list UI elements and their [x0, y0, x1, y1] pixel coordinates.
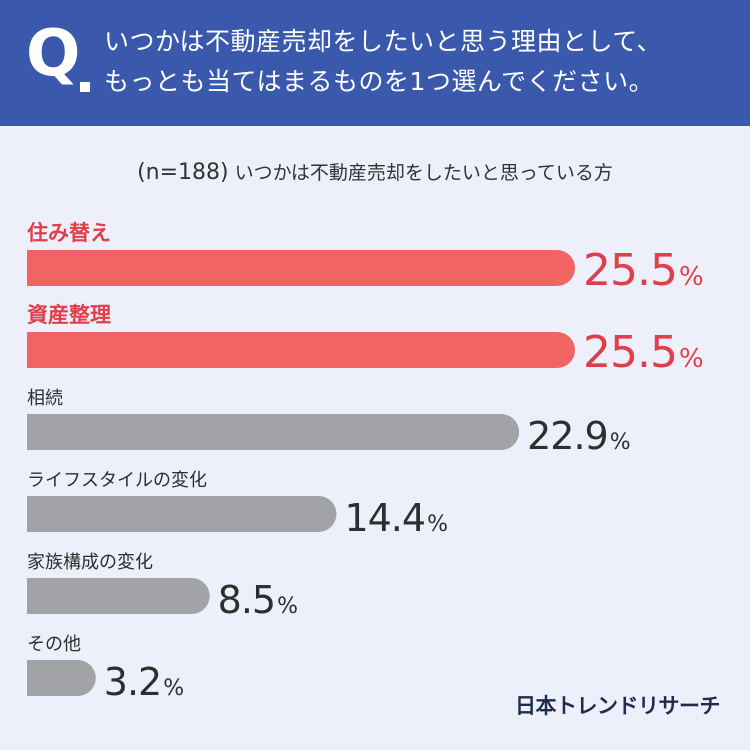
question-line-1: いつかは不動産売却をしたいと思う理由として、 [104, 27, 663, 56]
value-label: 14.4% [344, 496, 447, 540]
bar [27, 496, 337, 532]
value-label: 25.5% [583, 327, 703, 378]
value-number: 22.9 [527, 414, 608, 458]
percent-unit: % [679, 262, 703, 292]
value-label: 8.5% [218, 578, 297, 622]
question-line-2: もっとも当てはまるものを1つ選んでください。 [104, 67, 655, 96]
value-number: 25.5 [583, 245, 677, 296]
category-label: ライフスタイルの変化 [27, 470, 207, 491]
category-label: 相続 [27, 388, 63, 409]
value-number: 3.2 [104, 660, 161, 704]
value-label: 25.5% [583, 245, 703, 296]
category-label: 住み替え [27, 221, 111, 245]
bar [27, 414, 520, 450]
percent-unit: % [610, 430, 630, 455]
percent-unit: % [679, 344, 703, 374]
value-number: 25.5 [583, 327, 677, 378]
q-dot-icon [80, 82, 90, 92]
value-number: 14.4 [344, 496, 425, 540]
chart-subtitle: (n=188) いつかは不動産売却をしたいと思っている方 [0, 160, 750, 186]
value-number: 8.5 [218, 578, 275, 622]
percent-unit: % [163, 676, 183, 701]
bar [27, 250, 575, 286]
bar [27, 660, 96, 696]
category-label: 資産整理 [27, 303, 111, 327]
q-letter: Q [26, 17, 81, 91]
question-header: Q いつかは不動産売却をしたいと思う理由として、 もっとも当てはまるものを1つ選… [0, 0, 750, 126]
sample-size: (n=188) [137, 160, 229, 185]
value-label: 22.9% [527, 414, 630, 458]
category-label: 家族構成の変化 [27, 552, 153, 573]
brand-logo: 日本トレンドリサーチ [515, 694, 721, 718]
value-label: 3.2% [104, 660, 183, 704]
bar [27, 578, 210, 614]
bar [27, 332, 575, 368]
category-label: その他 [27, 634, 81, 655]
subtitle-text: いつかは不動産売却をしたいと思っている方 [234, 162, 613, 184]
percent-unit: % [427, 512, 447, 537]
percent-unit: % [277, 594, 297, 619]
